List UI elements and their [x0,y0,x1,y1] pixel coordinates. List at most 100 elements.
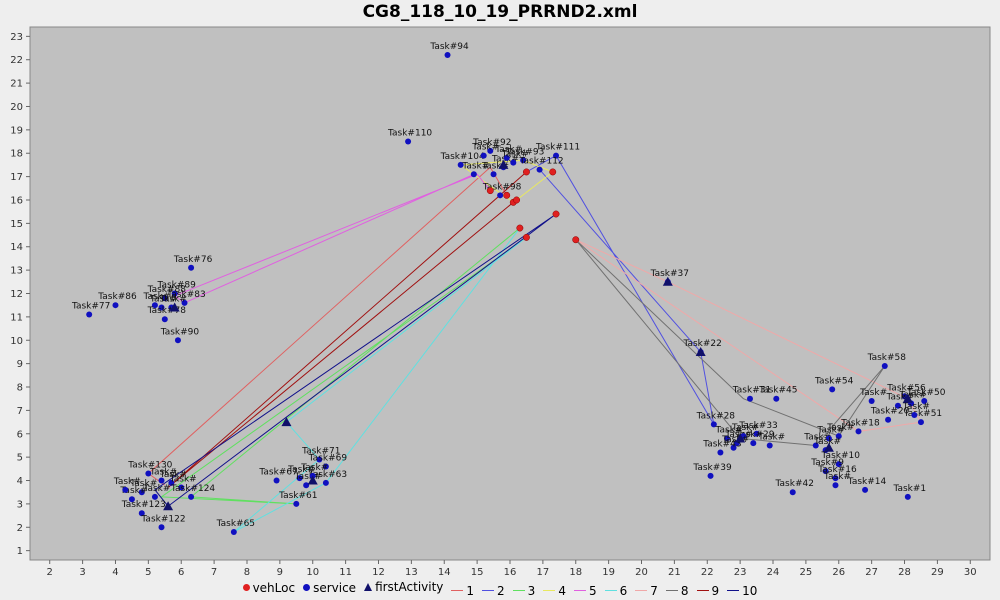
service-label: Task# [129,479,157,489]
y-tick-label: 6 [17,429,23,440]
x-tick-label: 17 [537,567,550,578]
x-tick-label: 19 [602,567,615,578]
service-point [497,192,504,199]
first-activity-marker [281,417,292,427]
service-point [832,475,839,482]
service-label: Task# [287,465,315,475]
y-tick-label: 10 [10,336,23,347]
y-tick-label: 5 [17,453,23,464]
service-point [181,299,188,306]
legend-swatch [512,590,525,591]
service-point [145,470,152,477]
x-tick-label: 16 [504,567,517,578]
service-label: Task#110 [387,129,432,139]
service-point [710,421,717,428]
legend-label: 1 [466,583,475,598]
x-tick-label: 3 [79,567,85,578]
legend-swatch [303,584,311,591]
x-tick-label: 2 [47,567,53,578]
y-tick-label: 3 [17,499,23,510]
service-point [750,440,757,447]
legend-label: 2 [497,583,505,598]
y-tick-label: 4 [17,476,23,487]
service-point [553,152,560,159]
service-label: Task#88 [147,285,187,295]
legend-label: 7 [650,583,658,598]
service-point [405,138,412,145]
service-label: Task#54 [814,376,854,386]
service-label: Task#56 [886,383,926,393]
service-point [161,295,168,302]
x-tick-label: 11 [339,567,352,578]
service-label: Task#42 [775,479,814,489]
service-label: Task#76 [173,255,213,265]
service-label: Task#50 [906,388,946,398]
service-label: Task#83 [166,290,205,300]
service-point [730,444,737,451]
chart-legend: vehLoc service firstActivity 1 2 3 4 5 6 7 8 9 10 [0,580,1000,598]
service-point [158,524,165,531]
legend-swatch [364,583,373,591]
service-point [480,152,487,159]
plot-area [29,26,991,561]
x-tick-label: 25 [800,567,813,578]
service-label: Task# [885,393,913,403]
legend-swatch [451,590,464,591]
x-tick-label: 12 [372,567,385,578]
service-point [862,486,869,493]
service-label: Task#86 [97,292,137,302]
service-point [296,475,303,482]
service-point [773,395,780,402]
service-point [457,161,464,168]
service-label: Task# [826,423,854,433]
service-point [894,402,901,409]
service-point [444,52,451,59]
service-point [707,472,714,479]
service-label: Task#112 [519,157,564,167]
y-tick-label: 23 [10,32,23,43]
y-tick-label: 22 [10,55,23,66]
vehloc-point [549,168,557,176]
service-point [503,154,510,161]
legend-swatch [727,590,740,591]
service-label: Task# [113,477,141,487]
service-point [158,477,165,484]
service-point [86,311,93,318]
y-tick-label: 20 [10,102,23,113]
legend-item-1: 1 [451,584,474,598]
service-label: Task# [159,470,187,480]
y-tick-label: 7 [17,406,23,417]
service-label: Task#37 [650,269,689,279]
service-label: Task#1 [892,484,926,494]
service-label: Task# [721,435,749,445]
service-point [885,416,892,423]
service-label: Task#124 [170,484,215,494]
legend-item-10: 10 [727,584,757,598]
service-label: Task#69 [308,453,348,463]
service-point [904,493,911,500]
legend-swatch [604,590,617,591]
x-tick-label: 29 [931,567,944,578]
service-point [812,442,819,449]
vehloc-point [552,210,560,218]
service-point [717,449,724,456]
first-activity-marker [735,433,746,443]
service-label: Task# [899,390,927,400]
service-point [178,484,185,491]
service-point [273,477,280,484]
y-tick-label: 18 [10,149,23,160]
service-point [835,433,842,440]
service-point [128,496,135,503]
service-label: Task#130 [127,461,172,471]
service-point [161,316,168,323]
x-tick-label: 15 [471,567,484,578]
service-point [151,302,158,309]
legend-item-firstActivity: firstActivity [364,580,443,594]
service-point [921,398,928,405]
service-label: Task#63 [308,470,347,480]
service-label: Task#89 [156,281,196,291]
legend-item-service: service [303,581,356,595]
x-tick-label: 18 [569,567,582,578]
service-label: Task# [823,472,851,482]
